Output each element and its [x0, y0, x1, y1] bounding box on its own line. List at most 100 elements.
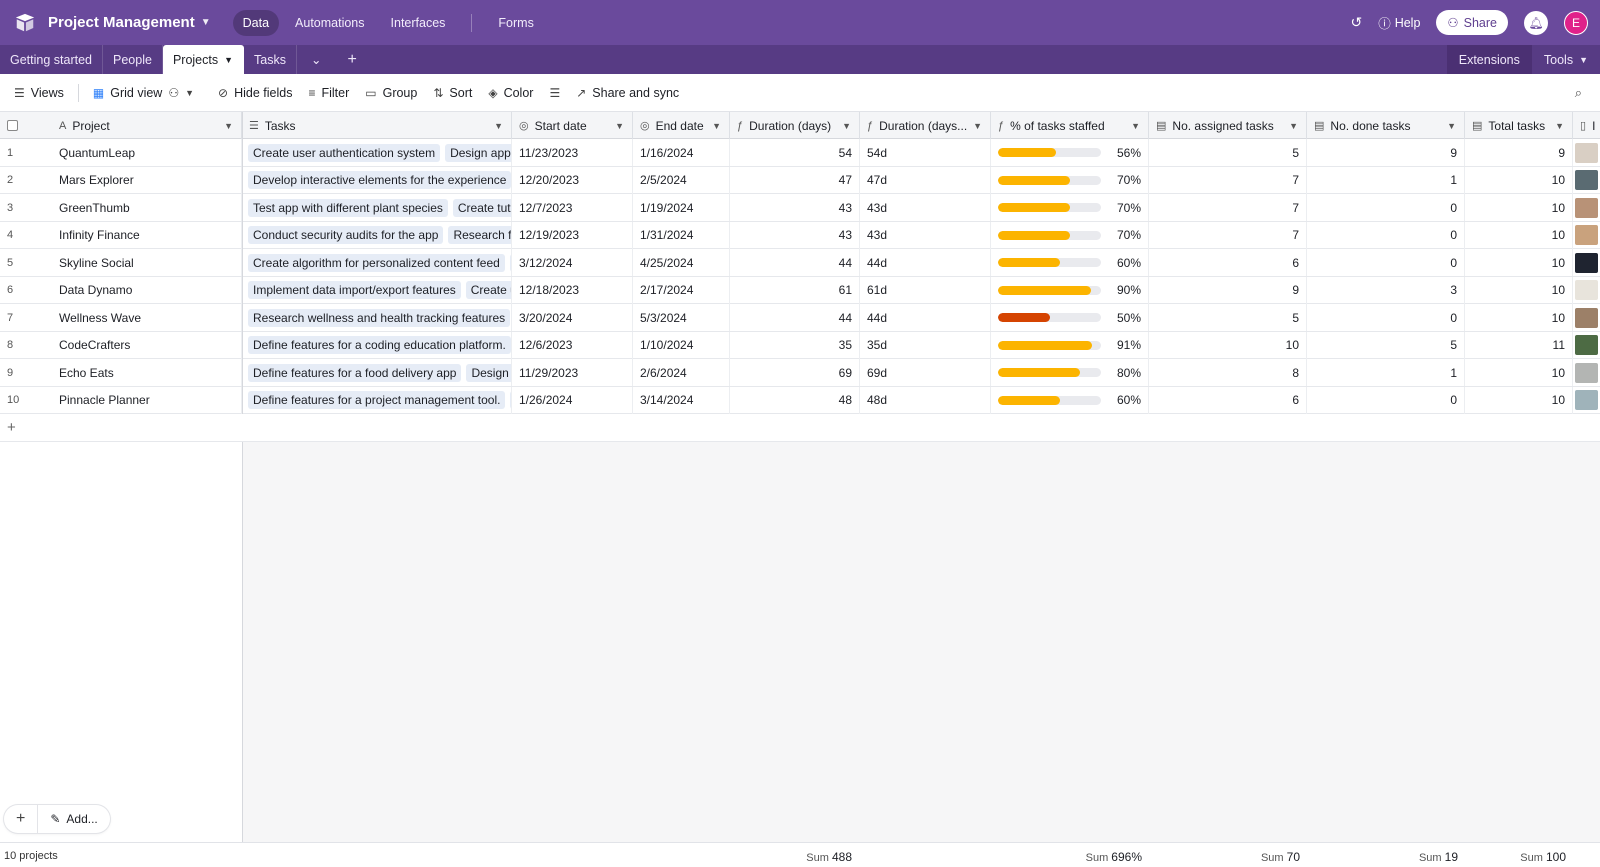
help-button[interactable]: ⓘ Help [1378, 13, 1420, 32]
table-row[interactable]: 3 GreenThumb Test app with different plant… [0, 194, 1600, 222]
duration-cell[interactable]: 35 [730, 331, 860, 359]
column-header-pct-staffed[interactable]: ƒ % of tasks staffed ▼ [991, 112, 1149, 139]
sum-pct-staffed[interactable]: Sum 696% [1000, 850, 1142, 864]
pct-staffed-cell[interactable]: 70% [991, 221, 1149, 249]
filter-button[interactable]: ≡ Filter [300, 80, 357, 106]
table-row[interactable]: 7 Wellness Wave Research wellness and heal… [0, 304, 1600, 332]
image-thumbnail[interactable] [1575, 170, 1598, 190]
project-name-cell[interactable]: Echo Eats [52, 359, 242, 386]
done-tasks-cell[interactable]: 0 [1307, 386, 1465, 414]
add-record-row[interactable]: + [0, 414, 1600, 442]
image-cell[interactable] [1573, 249, 1600, 276]
assigned-tasks-cell[interactable]: 6 [1149, 249, 1307, 276]
hide-fields-button[interactable]: ⊘ Hide fields [210, 80, 300, 106]
start-date-cell[interactable]: 3/20/2024 [512, 304, 633, 331]
share-sync-button[interactable]: ↗ Share and sync [568, 80, 687, 106]
start-date-cell[interactable]: 12/19/2023 [512, 221, 633, 249]
duration-days-cell[interactable]: 47d [860, 166, 991, 194]
duration-days-cell[interactable]: 44d [860, 249, 991, 276]
pct-staffed-cell[interactable]: 80% [991, 359, 1149, 386]
table-row[interactable]: 5 Skyline Social Create algorithm for pers… [0, 249, 1600, 277]
duration-cell[interactable]: 43 [730, 194, 860, 221]
image-thumbnail[interactable] [1575, 197, 1598, 218]
nav-forms[interactable]: Forms [498, 15, 534, 30]
total-tasks-cell[interactable]: 10 [1465, 359, 1573, 386]
pct-staffed-cell[interactable]: 91% [991, 331, 1149, 359]
tasks-cell[interactable]: Define features for a coding education p… [242, 331, 512, 359]
image-cell[interactable] [1573, 222, 1600, 249]
nav-automations[interactable]: Automations [295, 15, 365, 30]
task-chip[interactable]: Implement data import/export features [248, 281, 461, 299]
grid-view-button[interactable]: ▦ Grid view ⚇ ▼ [85, 80, 202, 106]
add-table-plus-icon[interactable]: + [347, 50, 357, 68]
base-title[interactable]: Project Management ▼ [48, 14, 211, 31]
project-name-cell[interactable]: Data Dynamo [52, 276, 242, 304]
add-record-plus-button[interactable]: + [4, 805, 39, 833]
done-tasks-cell[interactable]: 0 [1307, 304, 1465, 331]
task-chip[interactable]: D [510, 391, 511, 409]
task-chip[interactable]: Develop interactive elements for the exp… [248, 171, 511, 189]
share-button[interactable]: ⚇ Share [1436, 10, 1508, 35]
project-name-cell[interactable]: Mars Explorer [52, 166, 242, 194]
image-thumbnail[interactable] [1575, 362, 1598, 383]
assigned-tasks-cell[interactable]: 7 [1149, 221, 1307, 249]
project-name-cell[interactable]: GreenThumb [52, 194, 242, 221]
tasks-cell[interactable]: Define features for a food delivery app D… [242, 359, 512, 386]
pct-staffed-cell[interactable]: 60% [991, 386, 1149, 414]
assigned-tasks-cell[interactable]: 10 [1149, 331, 1307, 359]
notifications-bell-icon[interactable]: 🔔︎ [1524, 10, 1548, 35]
start-date-cell[interactable]: 11/29/2023 [512, 359, 633, 386]
image-cell[interactable] [1573, 359, 1600, 386]
tab-tasks[interactable]: Tasks [244, 45, 297, 74]
tasks-cell[interactable]: Create user authentication system Design … [242, 139, 512, 166]
end-date-cell[interactable]: 2/6/2024 [633, 359, 730, 386]
start-date-cell[interactable]: 12/7/2023 [512, 194, 633, 221]
total-tasks-cell[interactable]: 10 [1465, 166, 1573, 194]
tasks-cell[interactable]: Research wellness and health tracking fe… [242, 304, 512, 331]
duration-cell[interactable]: 44 [730, 249, 860, 276]
column-header-done-tasks[interactable]: ▤ No. done tasks ▼ [1307, 112, 1465, 139]
duration-days-cell[interactable]: 54d [860, 139, 991, 166]
image-thumbnail[interactable] [1575, 252, 1598, 273]
image-cell[interactable] [1573, 167, 1600, 194]
project-name-cell[interactable]: Infinity Finance [52, 221, 242, 249]
sum-done-tasks[interactable]: Sum 19 [1320, 850, 1458, 864]
assigned-tasks-cell[interactable]: 5 [1149, 304, 1307, 331]
views-button[interactable]: ☰ Views [6, 80, 72, 106]
duration-cell[interactable]: 69 [730, 359, 860, 386]
sum-assigned-tasks[interactable]: Sum 70 [1160, 850, 1300, 864]
done-tasks-cell[interactable]: 3 [1307, 276, 1465, 304]
project-name-cell[interactable]: CodeCrafters [52, 331, 242, 359]
end-date-cell[interactable]: 1/16/2024 [633, 139, 730, 166]
total-tasks-cell[interactable]: 10 [1465, 304, 1573, 331]
image-thumbnail[interactable] [1575, 390, 1598, 410]
column-header-duration[interactable]: ƒ Duration (days) ▼ [730, 112, 860, 139]
duration-cell[interactable]: 44 [730, 304, 860, 331]
done-tasks-cell[interactable]: 0 [1307, 249, 1465, 276]
image-thumbnail[interactable] [1575, 142, 1598, 163]
more-tables-chevron-icon[interactable]: ⌄ [310, 53, 322, 67]
search-icon[interactable]: ⌕ [1574, 85, 1582, 100]
duration-cell[interactable]: 61 [730, 276, 860, 304]
duration-cell[interactable]: 43 [730, 221, 860, 249]
task-chip[interactable]: Create algorithm for personalized conten… [248, 253, 505, 272]
end-date-cell[interactable]: 1/31/2024 [633, 221, 730, 249]
select-all-checkbox[interactable] [0, 112, 52, 139]
end-date-cell[interactable]: 2/17/2024 [633, 276, 730, 304]
pct-staffed-cell[interactable]: 90% [991, 276, 1149, 304]
image-cell[interactable] [1573, 387, 1600, 414]
total-tasks-cell[interactable]: 10 [1465, 276, 1573, 304]
table-row[interactable]: 1 QuantumLeap Create user authentication s… [0, 139, 1600, 167]
pct-staffed-cell[interactable]: 56% [991, 139, 1149, 166]
task-chip[interactable]: Define features for a coding education p… [248, 336, 511, 354]
column-header-image[interactable]: ▯ I [1573, 112, 1600, 139]
start-date-cell[interactable]: 12/6/2023 [512, 331, 633, 359]
task-chip[interactable]: Research wellness and health tracking fe… [248, 308, 511, 327]
tasks-cell[interactable]: Test app with different plant species Cre… [242, 194, 512, 221]
start-date-cell[interactable]: 12/20/2023 [512, 166, 633, 194]
end-date-cell[interactable]: 2/5/2024 [633, 166, 730, 194]
task-chip[interactable]: Design a [466, 363, 511, 382]
group-button[interactable]: ▭ Group [357, 80, 425, 106]
column-header-total-tasks[interactable]: ▤ Total tasks ▼ [1465, 112, 1573, 139]
total-tasks-cell[interactable]: 10 [1465, 194, 1573, 221]
